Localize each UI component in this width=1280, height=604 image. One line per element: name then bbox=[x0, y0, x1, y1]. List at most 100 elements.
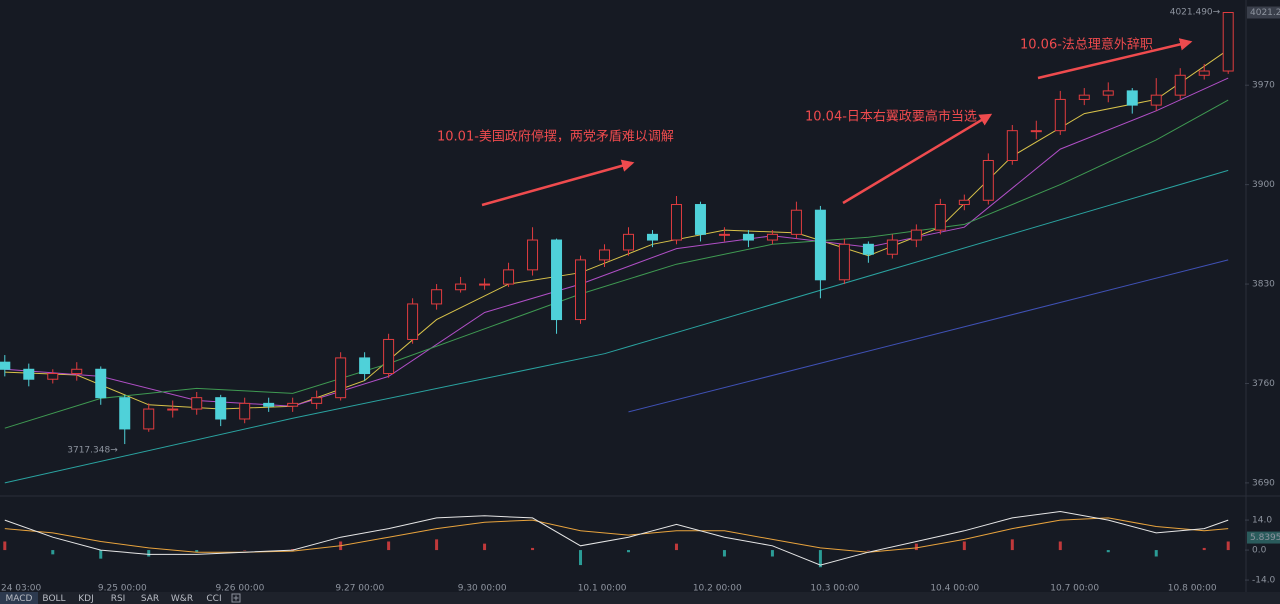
y-tick-label: 3830 bbox=[1252, 280, 1275, 290]
candle-body bbox=[1054, 98, 1066, 132]
moving-average-line bbox=[4, 77, 1229, 407]
tab[interactable] bbox=[134, 592, 166, 604]
macd-histogram-bar bbox=[770, 550, 774, 557]
candle-body bbox=[0, 361, 11, 370]
macd-histogram-bar bbox=[99, 550, 103, 559]
candle-body bbox=[862, 243, 874, 255]
macd-histogram-bar bbox=[1202, 547, 1206, 551]
max-label: 4021.490→ bbox=[1170, 8, 1221, 18]
annotation-arrow bbox=[1037, 38, 1193, 80]
candle-body bbox=[311, 397, 323, 404]
candle-body bbox=[646, 233, 658, 241]
tab-label[interactable]: RSI bbox=[111, 594, 126, 604]
candle-body bbox=[23, 368, 35, 380]
candle-body bbox=[191, 397, 203, 410]
tab[interactable] bbox=[38, 592, 70, 604]
candle-body bbox=[359, 357, 371, 375]
candle-body bbox=[1102, 90, 1114, 96]
candle-body bbox=[143, 408, 155, 430]
tab[interactable] bbox=[166, 592, 198, 604]
x-tick-label: 10.8 00:00 bbox=[1168, 584, 1217, 594]
price-tag-label: 4021.2 bbox=[1250, 8, 1280, 18]
y-tick-label: 3900 bbox=[1252, 180, 1275, 190]
candle-body bbox=[335, 357, 347, 399]
candle-body bbox=[1006, 130, 1018, 161]
macd-histogram-bar bbox=[483, 543, 487, 551]
candle-body bbox=[1174, 74, 1186, 96]
add-tab-icon bbox=[233, 595, 239, 601]
moving-average-line bbox=[4, 169, 1229, 484]
candle-body bbox=[814, 209, 826, 281]
candle-body bbox=[718, 233, 730, 236]
moving-average-line bbox=[628, 259, 1229, 413]
candle-body bbox=[407, 303, 419, 340]
candle-body bbox=[119, 397, 131, 430]
candle-body bbox=[1078, 94, 1090, 100]
candle-body bbox=[503, 269, 515, 285]
x-tick-label: 9.26 00:00 bbox=[215, 584, 264, 594]
x-tick-label: 9.24 03:00 bbox=[0, 584, 41, 594]
annotation-arrow bbox=[481, 159, 635, 207]
macd-histogram-bar bbox=[626, 550, 630, 553]
tab-label[interactable]: SAR bbox=[141, 594, 159, 604]
add-tab-button[interactable] bbox=[231, 593, 241, 603]
candle-body bbox=[622, 233, 634, 251]
tab-label[interactable]: KDJ bbox=[78, 594, 94, 604]
candle-body bbox=[886, 239, 898, 255]
annotation: 10.04-日本右翼政要高市当选 bbox=[805, 109, 977, 125]
candle-body bbox=[934, 204, 946, 231]
tab-label[interactable]: W&R bbox=[171, 594, 193, 604]
macd-histogram-bar bbox=[291, 549, 295, 551]
x-tick-label: 9.25 00:00 bbox=[98, 584, 147, 594]
candle-body bbox=[71, 368, 83, 375]
macd-histogram-bar bbox=[531, 547, 535, 551]
tab[interactable] bbox=[198, 592, 230, 604]
candle-body bbox=[790, 209, 802, 235]
moving-average-line bbox=[4, 99, 1229, 429]
candle-body bbox=[1198, 70, 1210, 76]
candle-body bbox=[95, 368, 107, 399]
candle-body bbox=[431, 289, 443, 305]
macd-histogram-bar bbox=[1226, 541, 1230, 551]
candle-body bbox=[575, 259, 587, 321]
tab-bar bbox=[0, 592, 1280, 604]
value-tag-label: 5.8395 bbox=[1250, 533, 1280, 543]
annotation: 10.01-美国政府停摆，两党矛盾难以调解 bbox=[437, 129, 674, 145]
x-tick-label: 9.27 00:00 bbox=[335, 584, 384, 594]
candle-body bbox=[1150, 94, 1162, 106]
y-tick-label: 14.0 bbox=[1252, 516, 1272, 526]
candle-body bbox=[982, 159, 994, 201]
tab-label[interactable]: BOLL bbox=[42, 594, 65, 604]
macd-histogram-bar bbox=[962, 541, 966, 551]
tab[interactable] bbox=[0, 592, 38, 604]
candle-body bbox=[455, 283, 467, 291]
tab-label[interactable]: MACD bbox=[6, 594, 33, 604]
y-tick-label: 3970 bbox=[1252, 81, 1275, 91]
x-tick-label: 9.30 00:00 bbox=[458, 584, 507, 594]
min-label: 3717.348→ bbox=[67, 446, 118, 456]
x-tick-label: 10.2 00:00 bbox=[693, 584, 742, 594]
candle-body bbox=[551, 239, 563, 321]
value-tag bbox=[1247, 531, 1280, 544]
tab-label[interactable]: CCI bbox=[206, 594, 221, 604]
tab[interactable] bbox=[70, 592, 102, 604]
candle-body bbox=[694, 204, 706, 235]
macd-histogram-bar bbox=[243, 550, 247, 551]
x-tick-label: 10.7 00:00 bbox=[1050, 584, 1099, 594]
candle-body bbox=[287, 402, 299, 407]
y-tick-label: 3690 bbox=[1252, 478, 1275, 488]
tab[interactable] bbox=[102, 592, 134, 604]
candle-body bbox=[1126, 90, 1138, 106]
candle-body bbox=[742, 233, 754, 241]
candle-body bbox=[766, 233, 778, 241]
annotation: 10.06-法总理意外辞职 bbox=[1020, 37, 1153, 53]
candle-body bbox=[910, 229, 922, 241]
macd-histogram-bar bbox=[818, 550, 822, 568]
macd-histogram-bar bbox=[674, 543, 678, 551]
candle-body bbox=[670, 204, 682, 241]
candle-body bbox=[167, 408, 179, 411]
macd-histogram-bar bbox=[387, 541, 391, 551]
macd-histogram-bar bbox=[51, 550, 55, 555]
